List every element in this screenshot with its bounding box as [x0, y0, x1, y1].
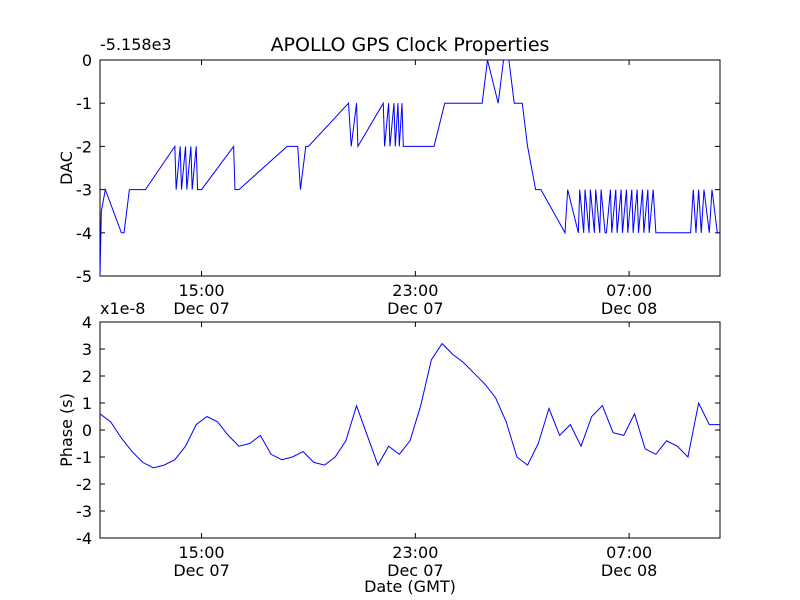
dac-series-line: [99, 59, 720, 277]
date-axis-label: Date (GMT): [364, 577, 456, 596]
dac-axis-label: DAC: [57, 151, 76, 185]
dac-x-tick-date-label: Dec 08: [601, 299, 657, 318]
chart-title: APOLLO GPS Clock Properties: [271, 34, 550, 56]
phase-y-tick-label: 4: [82, 313, 92, 332]
phase-x-tick-date-label: Dec 07: [387, 561, 443, 580]
phase-y-tick-label: -1: [76, 448, 92, 467]
phase-offset-label: x1e-8: [100, 299, 145, 318]
dac-y-tick-label: -3: [76, 181, 92, 200]
phase-y-tick-label: -4: [76, 529, 92, 548]
dac-y-tick-label: -5: [76, 267, 92, 286]
dac-x-tick-time-label: 07:00: [606, 281, 652, 300]
phase-x-tick-date-label: Dec 08: [601, 561, 657, 580]
phase-x-tick-time-label: 23:00: [392, 543, 438, 562]
dac-x-tick-date-label: Dec 07: [173, 299, 229, 318]
phase-x-tick-date-label: Dec 07: [173, 561, 229, 580]
dac-x-tick-time-label: 23:00: [392, 281, 438, 300]
dac-y-tick-label: -4: [76, 224, 92, 243]
dac-y-tick-label: -2: [76, 137, 92, 156]
phase-y-tick-label: 0: [82, 421, 92, 440]
phase-series-line: [99, 342, 720, 469]
dac-x-tick-time-label: 15:00: [178, 281, 224, 300]
dac-plot-frame: [99, 59, 721, 277]
dac-offset-label: -5.158e3: [100, 35, 172, 54]
phase-x-tick-time-label: 15:00: [178, 543, 224, 562]
phase-y-tick-label: -3: [76, 502, 92, 521]
dac-y-tick-label: -1: [76, 94, 92, 113]
dac-y-tick-label: 0: [82, 51, 92, 70]
dac-x-tick-date-label: Dec 07: [387, 299, 443, 318]
phase-x-tick-time-label: 07:00: [606, 543, 652, 562]
phase-y-tick-label: 2: [82, 367, 92, 386]
phase-y-tick-label: 3: [82, 340, 92, 359]
phase-axis-label: Phase (s): [57, 393, 76, 467]
phase-y-tick-label: -2: [76, 475, 92, 494]
phase-y-tick-label: 1: [82, 394, 92, 413]
